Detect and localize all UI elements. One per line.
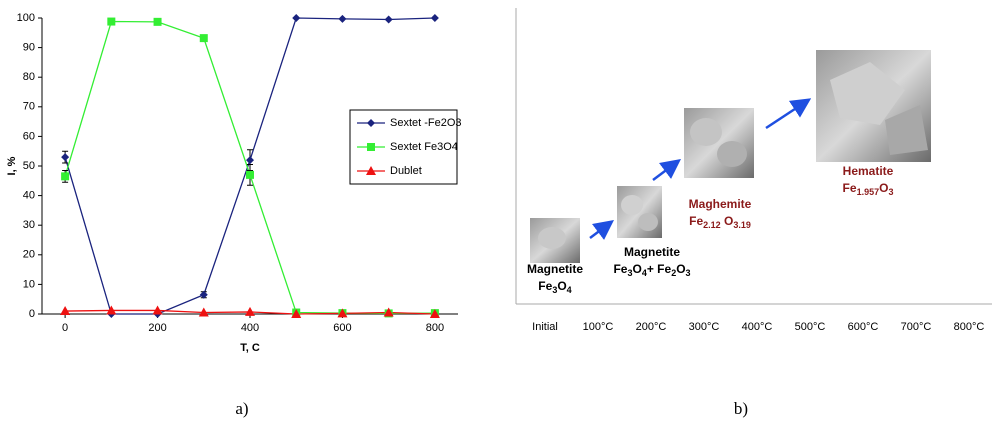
panel-b: Initial 100°C 200°C 300°C 400°C 500°C 600°C 700… [516, 8, 992, 333]
y-tick-label: 20 [23, 249, 35, 261]
sem-image [617, 186, 662, 238]
category-label: 700°C [901, 321, 932, 333]
category-label: 500°C [795, 321, 826, 333]
sem-image [530, 218, 580, 263]
phase-name: Hematite [843, 164, 894, 178]
y-tick-label: 70 [23, 101, 35, 113]
phase-name: Magnetite [527, 262, 583, 276]
x-tick-label: 600 [333, 322, 351, 334]
marker [200, 34, 208, 42]
formula-part: 4 [567, 285, 572, 295]
figure: 0 10 20 30 40 50 60 70 80 90 100 0 200 400 600 800 T, C I… [0, 0, 997, 424]
sem-image [816, 50, 931, 162]
phase-name: Maghemite [689, 197, 752, 211]
marker [385, 15, 393, 23]
y-tick-label: 40 [23, 190, 35, 202]
formula-part: 1.957 [857, 187, 880, 197]
formula-part: O [632, 262, 641, 276]
marker [246, 156, 254, 164]
legend-label: Dublet [390, 165, 422, 177]
sem-image [684, 108, 754, 178]
caption: a) [235, 399, 248, 418]
arrow [653, 162, 677, 180]
marker [246, 171, 254, 179]
y-tick-label: 10 [23, 278, 35, 290]
marker [61, 153, 69, 161]
legend-label: Sextet Fe3O4 [390, 141, 458, 153]
x-tick-label: 0 [62, 322, 68, 334]
caption: b) [734, 399, 748, 418]
phase-formula: Fe3O4 [538, 279, 571, 295]
formula-part: 2.12 [703, 220, 721, 230]
formula-part: Fe [613, 262, 627, 276]
x-tick-label: 200 [148, 322, 166, 334]
category-label: Initial [532, 321, 558, 333]
formula-part: Fe [538, 279, 552, 293]
x-axis-label: T, C [240, 342, 260, 354]
marker [61, 172, 69, 180]
formula-part: O [676, 262, 685, 276]
y-tick-label: 90 [23, 42, 35, 54]
phase-name: Magnetite [624, 245, 680, 259]
y-tick-label: 30 [23, 219, 35, 231]
y-tick-label: 80 [23, 71, 35, 83]
phase-formula: Fe1.957O3 [843, 181, 894, 197]
legend-label: Sextet -Fe2O3 [390, 117, 462, 129]
y-axis-label: I, % [6, 156, 18, 175]
formula-part: 3 [686, 268, 691, 278]
marker [338, 15, 346, 23]
marker [107, 18, 115, 26]
phase-formula: Fe3O4+ Fe2O3 [613, 262, 690, 278]
formula-part: Fe [843, 181, 857, 195]
marker [292, 14, 300, 22]
category-label: 100°C [583, 321, 614, 333]
phase-formula: Fe2.12 O3.19 [689, 214, 751, 230]
category-label: 800°C [954, 321, 985, 333]
category-label: 200°C [636, 321, 667, 333]
formula-part: 3.19 [733, 220, 751, 230]
panel-a: 0 10 20 30 40 50 60 70 80 90 100 0 200 400 600 800 T, C I… [6, 12, 462, 354]
category-label: 300°C [689, 321, 720, 333]
y-tick-label: 50 [23, 160, 35, 172]
formula-part: 3 [888, 187, 893, 197]
x-tick-label: 400 [241, 322, 259, 334]
y-tick-label: 0 [29, 308, 35, 320]
category-label: 600°C [848, 321, 879, 333]
marker [431, 14, 439, 22]
category-label: 400°C [742, 321, 773, 333]
formula-part: O [879, 181, 888, 195]
legend-marker [367, 143, 375, 151]
marker [154, 18, 162, 26]
arrow [766, 101, 807, 128]
arrow [590, 223, 610, 238]
formula-part: O [721, 214, 734, 228]
formula-part: Fe [689, 214, 703, 228]
x-tick-label: 800 [426, 322, 444, 334]
y-tick-label: 100 [17, 12, 35, 24]
y-tick-label: 60 [23, 130, 35, 142]
formula-part: O [557, 279, 566, 293]
formula-part: + Fe [647, 262, 672, 276]
